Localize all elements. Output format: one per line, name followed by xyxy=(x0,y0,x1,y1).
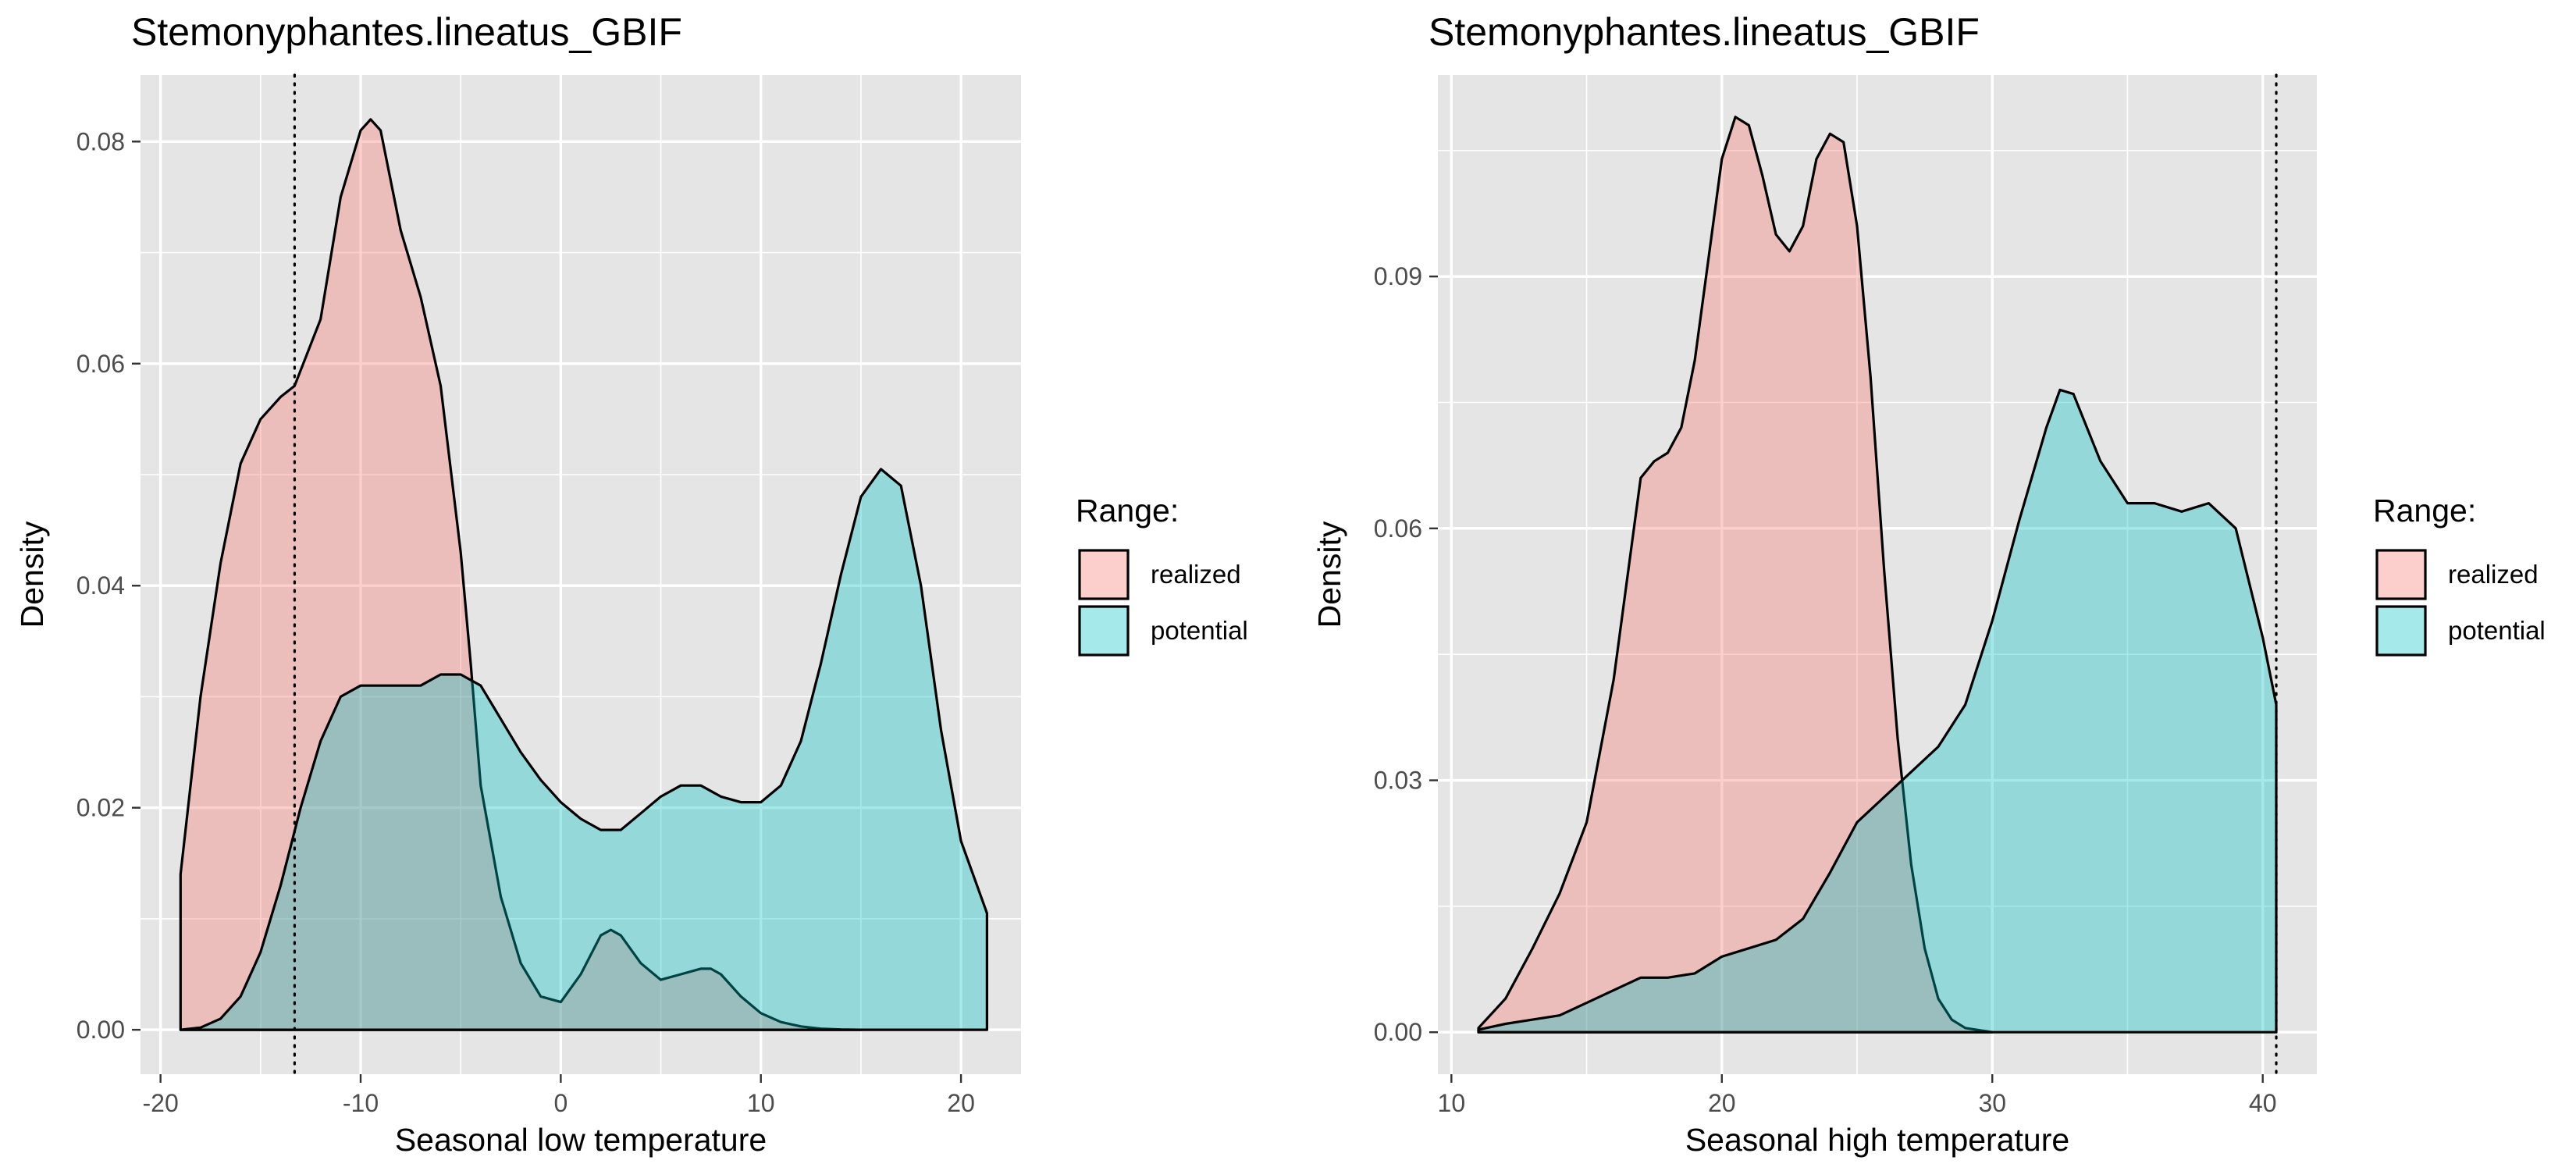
density-area-realized xyxy=(1477,116,1994,1034)
chart-title: Stemonyphantes.lineatus_GBIF xyxy=(131,10,682,54)
x-tick-label: 10 xyxy=(747,1089,775,1117)
chart-title: Stemonyphantes.lineatus_GBIF xyxy=(1429,10,1980,54)
y-tick-label: 0.02 xyxy=(76,794,125,822)
density-area-potential xyxy=(179,468,988,1031)
x-tick-label: 0 xyxy=(553,1089,568,1117)
y-axis-label: Density xyxy=(14,521,50,628)
legend-key-potential xyxy=(2375,605,2427,657)
legend-title: Range: xyxy=(1076,493,1179,529)
y-tick-label: 0.09 xyxy=(1374,262,1422,290)
density-area-potential xyxy=(1477,388,2278,1034)
legend-label-realized: realized xyxy=(1151,560,1241,589)
y-tick-label: 0.00 xyxy=(1374,1018,1422,1046)
legend-label-potential: potential xyxy=(2448,616,2546,645)
y-tick-label: 0.00 xyxy=(76,1016,125,1044)
legend-key-potential xyxy=(1078,605,1130,657)
x-tick-label: -10 xyxy=(343,1089,379,1117)
legend-key-realized xyxy=(1078,549,1130,600)
plot-panel xyxy=(1438,75,2317,1074)
legend-key-bg xyxy=(2377,607,2425,655)
legend-key-bg xyxy=(2377,550,2425,599)
x-tick-label: 20 xyxy=(947,1089,975,1117)
y-tick-label: 0.03 xyxy=(1374,767,1422,795)
y-tick-label: 0.04 xyxy=(76,571,125,600)
x-tick-label: 10 xyxy=(1438,1089,1466,1117)
chart-seasonal-low: -20 -10 0 10 20 0.00 0.02 0.04 0.06 0.08 Seasonal … xyxy=(14,10,1248,1158)
legend-key-bg xyxy=(1080,607,1128,655)
x-axis-label: Seasonal high temperature xyxy=(1685,1122,2069,1158)
plot-panel xyxy=(141,75,1021,1074)
x-axis-label: Seasonal low temperature xyxy=(395,1122,767,1158)
x-tick-label: 20 xyxy=(1708,1089,1736,1117)
y-tick-label: 0.06 xyxy=(1374,514,1422,543)
legend-title: Range: xyxy=(2373,493,2476,529)
y-axis-label: Density xyxy=(1311,521,1347,628)
density-area-realized xyxy=(179,118,863,1031)
legend-label-realized: realized xyxy=(2448,560,2539,589)
x-tick-label: -20 xyxy=(143,1089,179,1117)
chart-seasonal-high: 10 20 30 40 0.00 0.03 0.06 0.09 Seasonal high te… xyxy=(1311,10,2546,1158)
legend-label-potential: potential xyxy=(1151,616,1248,645)
x-tick-label: 40 xyxy=(2249,1089,2277,1117)
x-tick-label: 30 xyxy=(1978,1089,2006,1117)
legend-key-bg xyxy=(1080,550,1128,599)
y-tick-label: 0.08 xyxy=(76,127,125,155)
y-tick-label: 0.06 xyxy=(76,350,125,378)
legend-key-realized xyxy=(2375,549,2427,600)
